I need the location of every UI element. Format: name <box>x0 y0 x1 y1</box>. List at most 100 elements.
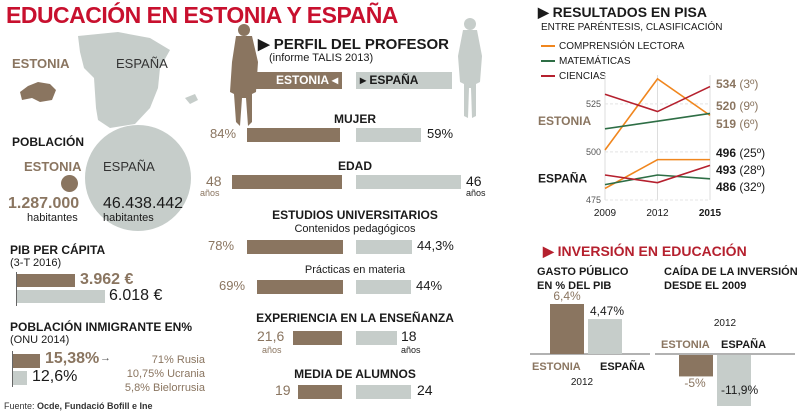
end-label: 486 (32º) <box>716 180 765 194</box>
estonia-population-circle <box>61 175 78 192</box>
breakdown-item: 71% Rusia <box>151 354 205 366</box>
end-label: 496 (25º) <box>716 146 765 160</box>
end-label: 519 (6º) <box>716 117 758 131</box>
bar-value-label: -5% <box>684 376 706 390</box>
inmigrante-espana-value: 12,6% <box>32 368 78 385</box>
bar-españa <box>717 355 751 406</box>
perfil-espana-tag: ▸ ESPAÑA <box>356 72 452 89</box>
legend-item-matematicas: MATEMÁTICAS <box>541 54 684 69</box>
poblacion-espana-value: 46.438.442 <box>103 195 184 212</box>
group-label-estonia: ESTONIA <box>538 114 591 128</box>
page-title: EDUCACIÓN EN ESTONIA Y ESPAÑA <box>6 2 398 28</box>
end-label: 534 (3º) <box>716 77 758 91</box>
legend-swatch-lectora <box>541 45 555 48</box>
inmigrante-axis <box>12 351 13 387</box>
bar-value-label: 6,4% <box>553 290 581 303</box>
edad-espana-unit: años <box>466 188 486 198</box>
legend-item-ciencias: CIENCIAS <box>541 69 684 84</box>
alumnos-espana-bar <box>356 385 411 399</box>
poblacion-estonia-value: 1.287.000 <box>8 195 80 212</box>
estudios-label: ESTUDIOS UNIVERSITARIOS <box>272 208 438 222</box>
caida-title: CAÍDA DE LA INVERSIÓN DESDE EL 2009 <box>664 265 798 293</box>
inmigrante-estonia-value: 15,38% <box>45 350 100 367</box>
poblacion-heading: POBLACIÓN <box>12 135 84 149</box>
y-tick-label: 475 <box>586 195 601 205</box>
poblacion-espana-unit: habitantes <box>103 212 154 224</box>
experiencia-espana-bar <box>356 331 397 345</box>
end-label: 520 (9º) <box>716 99 758 113</box>
experiencia-estonia-bar <box>293 331 342 345</box>
edad-espana-bar <box>356 175 461 189</box>
gasto-bar-chart: 6,4% 4,47% ESTONIA ESPAÑA 2012 <box>530 290 650 388</box>
pisa-legend: COMPRENSIÓN LECTORA MATEMÁTICAS CIENCIAS <box>541 39 684 84</box>
caida-bar-chart: 2012 ESTONIA ESPAÑA -5% -11,9% <box>655 318 795 406</box>
inmigrante-espana-bar <box>13 371 27 385</box>
mujer-espana-bar <box>356 128 421 142</box>
legend-swatch-matematicas <box>541 60 555 63</box>
map-label-espana: ESPAÑA <box>116 56 168 71</box>
x-tick-label: 2015 <box>699 208 722 219</box>
mujer-espana-value: 59% <box>427 126 454 141</box>
arrow-right-icon: → <box>100 352 111 364</box>
bar-estonia <box>679 355 713 377</box>
edad-label: EDAD <box>337 159 372 173</box>
end-label-value: 519 <box>716 117 739 131</box>
group-label-espana: ESPAÑA <box>538 171 587 186</box>
end-label-rank: (32º) <box>739 180 765 194</box>
end-label-value: 520 <box>716 99 739 113</box>
contenidos-espana-value: 44,3% <box>417 238 454 253</box>
experiencia-label: EXPERIENCIA EN LA ENSEÑANZA <box>256 311 454 325</box>
estonia-map-icon <box>20 82 56 102</box>
end-label-rank: (3º) <box>739 77 758 91</box>
contenidos-estonia-bar <box>247 240 343 254</box>
alumnos-estonia-value: 19 <box>275 382 291 398</box>
pisa-subtitle: ENTRE PARÉNTESIS, CLASIFICACIÓN <box>541 22 723 33</box>
edad-estonia-unit: años <box>200 188 220 198</box>
pib-axis <box>16 272 17 306</box>
teacher-estonia-silhouette-icon <box>230 24 258 126</box>
mujer-estonia-value: 84% <box>210 126 237 141</box>
perfil-sub: (informe TALIS 2013) <box>269 52 374 64</box>
bar-estonia <box>550 304 584 354</box>
pib-espana-bar <box>17 290 105 303</box>
alumnos-label: MEDIA DE ALUMNOS <box>294 367 416 381</box>
y-tick-label: 525 <box>586 99 601 109</box>
end-label-value: 493 <box>716 163 739 177</box>
source-label: Fuente: <box>4 401 35 411</box>
pisa-title: ▶ RESULTADOS EN PISA <box>538 4 707 20</box>
gasto-title-line: GASTO PÚBLICO <box>537 266 629 278</box>
contenidos-espana-bar <box>356 240 412 254</box>
pib-heading: PIB PER CÁPITA <box>10 243 106 257</box>
contenidos-sublabel: Contenidos pedagógicos <box>294 223 416 235</box>
contenidos-estonia-value: 78% <box>208 238 235 253</box>
x-label-year: 2012 <box>571 377 594 388</box>
poblacion-estonia-label: ESTONIA <box>24 159 82 174</box>
y-tick-label: 500 <box>586 147 601 157</box>
practicas-sublabel: Prácticas en materia <box>304 264 406 276</box>
breakdown-item: 10,75% Ucrania <box>126 368 205 380</box>
x-tick-label: 2012 <box>646 208 669 219</box>
category-label-estonia: ESTONIA <box>661 339 710 351</box>
espana-population-circle <box>85 125 191 231</box>
end-label-rank: (6º) <box>739 117 758 131</box>
category-label-estonia: ESTONIA <box>532 361 581 373</box>
breakdown-item: 5,8% Bielorrusia <box>124 382 205 394</box>
category-label-espana: ESPAÑA <box>721 338 766 351</box>
teacher-espana-silhouette-icon <box>458 18 482 118</box>
pib-estonia-value: 3.962 € <box>80 271 134 288</box>
spain-map-icon <box>78 32 170 128</box>
map-label-estonia: ESTONIA <box>12 56 70 71</box>
year-label: 2012 <box>714 318 737 329</box>
map-area <box>20 32 198 128</box>
inmigrante-sub: (ONU 2014) <box>10 334 70 346</box>
caida-title-line: DESDE EL 2009 <box>664 280 747 292</box>
bar-value-label: -11,9% <box>721 383 758 397</box>
end-label-rank: (9º) <box>739 99 758 113</box>
category-label-espana: ESPAÑA <box>600 360 645 373</box>
x-tick-label: 2009 <box>594 208 617 219</box>
balearic-islands-icon <box>185 94 198 104</box>
practicas-estonia-bar <box>257 280 343 294</box>
source-note: Fuente: Ocde, Fundació Bofill e Ine <box>4 401 153 411</box>
alumnos-estonia-bar <box>298 385 342 399</box>
perfil-heading: ▶ PERFIL DEL PROFESOR <box>258 36 450 53</box>
